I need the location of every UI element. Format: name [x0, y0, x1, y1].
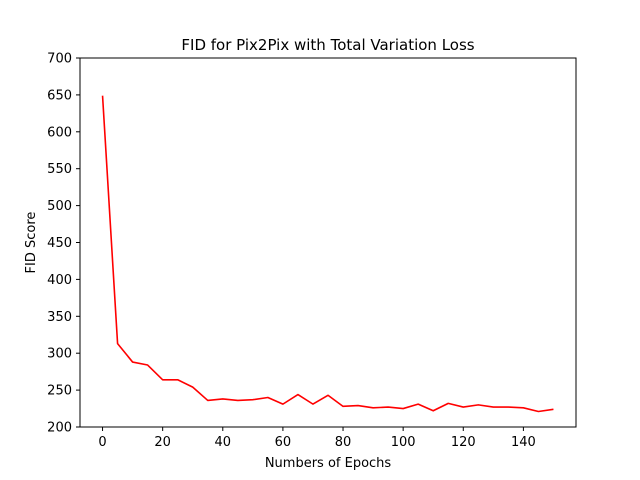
x-tick-label: 120 [451, 435, 476, 450]
y-tick-label: 250 [47, 384, 72, 399]
x-tick-label: 140 [511, 435, 536, 450]
x-tick-label: 0 [98, 435, 106, 450]
y-tick-label: 650 [47, 88, 72, 103]
plot-area [101, 95, 554, 413]
x-tick-label: 60 [275, 435, 292, 450]
y-tick-label: 600 [47, 125, 72, 140]
x-tick-label: 40 [215, 435, 232, 450]
x-tick-label: 100 [391, 435, 416, 450]
y-axis-label: FID Score [24, 212, 39, 274]
y-tick-label: 550 [47, 162, 72, 177]
y-tick-label: 300 [47, 347, 72, 362]
y-tick-label: 350 [47, 310, 72, 325]
y-tick-label: 700 [47, 52, 72, 67]
x-tick-label: 80 [335, 435, 352, 450]
y-tick-label: 200 [47, 421, 72, 436]
y-tick-label: 500 [47, 199, 72, 214]
x-tick-label: 20 [154, 435, 171, 450]
chart-title: FID for Pix2Pix with Total Variation Los… [181, 36, 474, 54]
x-axis: 0 20 40 60 80 100 120 140 [98, 427, 536, 450]
y-tick-label: 450 [47, 236, 72, 251]
x-axis-label: Numbers of Epochs [265, 456, 392, 471]
y-axis: 200 250 300 350 400 450 500 550 600 650 700 [47, 52, 80, 436]
series-line [101, 95, 554, 413]
y-tick-label: 400 [47, 273, 72, 288]
